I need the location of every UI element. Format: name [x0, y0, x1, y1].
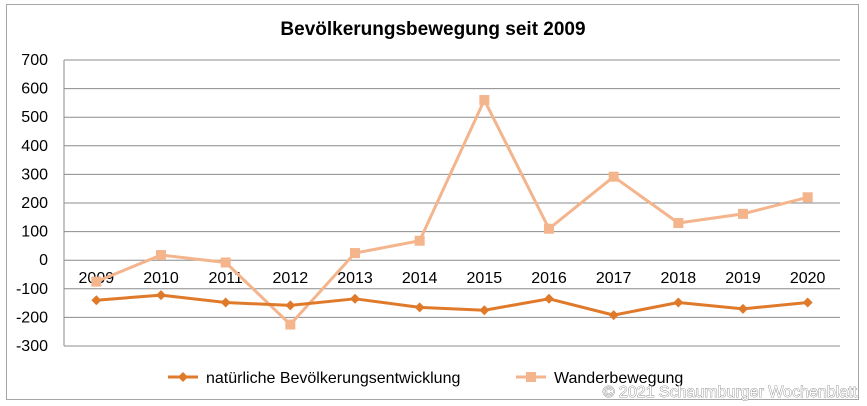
data-point [220, 257, 231, 268]
y-tick-label: 400 [21, 138, 48, 155]
data-point [608, 310, 619, 321]
y-tick-label: 700 [21, 52, 48, 69]
y-tick-label: 100 [21, 224, 48, 241]
legend-item: natürliche Bevölkerungsentwicklung [168, 370, 460, 387]
data-point [544, 293, 554, 304]
data-point [91, 295, 102, 306]
legend: natürliche Bevölkerungsentwicklung Wander… [168, 370, 683, 387]
legend-swatch-marker [178, 372, 188, 382]
data-point [802, 192, 813, 203]
data-point [479, 305, 490, 316]
series-line [95, 98, 809, 327]
y-tick-label: 600 [21, 81, 48, 98]
legend-item: Wanderbewegung [516, 370, 683, 387]
x-tick-label: 2015 [467, 270, 503, 287]
y-tick-label: 0 [39, 252, 48, 269]
x-tick-label: 2016 [531, 270, 567, 287]
legend-label: natürliche Bevölkerungsentwicklung [206, 370, 460, 387]
data-point [285, 300, 296, 311]
data-point [673, 297, 684, 308]
y-tick-label: 500 [21, 109, 48, 126]
series-natuerliche-bevoelkerungsentwicklung [91, 290, 813, 321]
x-tick-label: 2017 [596, 270, 632, 287]
data-point [350, 293, 360, 304]
legend-swatch-marker [526, 372, 536, 382]
chart-title: Bevölkerungsbewegung seit 2009 [280, 19, 585, 40]
data-point [156, 250, 166, 261]
data-point [220, 297, 231, 308]
y-tick-label: -100 [16, 281, 48, 298]
x-tick-label: 2011 [208, 270, 243, 287]
y-tick-label: 200 [21, 195, 48, 212]
x-tick-label: 2010 [143, 270, 179, 287]
x-tick-label: 2013 [337, 270, 373, 287]
x-tick-label: 2018 [661, 270, 697, 287]
data-point [608, 171, 619, 182]
data-point [414, 302, 425, 313]
y-tick-label: -300 [16, 338, 48, 355]
copyright-watermark: © 2021 Schaumburger Wochenblatt [603, 384, 858, 401]
data-point [479, 95, 490, 106]
y-tick-label: -200 [16, 309, 48, 326]
data-point [544, 223, 554, 234]
data-point [738, 303, 748, 314]
data-point [285, 319, 296, 330]
data-point [802, 297, 813, 308]
data-point [91, 276, 102, 287]
data-point [414, 235, 425, 246]
chart-frame [6, 4, 859, 400]
data-point [350, 248, 360, 259]
y-tick-label: 300 [21, 166, 48, 183]
x-tick-label: 2014 [402, 270, 438, 287]
data-point [673, 218, 684, 229]
data-point [738, 208, 748, 219]
series-wanderbewegung [91, 95, 813, 330]
data-point [156, 290, 166, 301]
x-tick-label: 2019 [725, 270, 761, 287]
legend-label: Wanderbewegung [554, 370, 683, 387]
x-tick-label: 2020 [790, 270, 826, 287]
series-line [96, 293, 808, 317]
x-tick-label: 2012 [273, 270, 309, 287]
